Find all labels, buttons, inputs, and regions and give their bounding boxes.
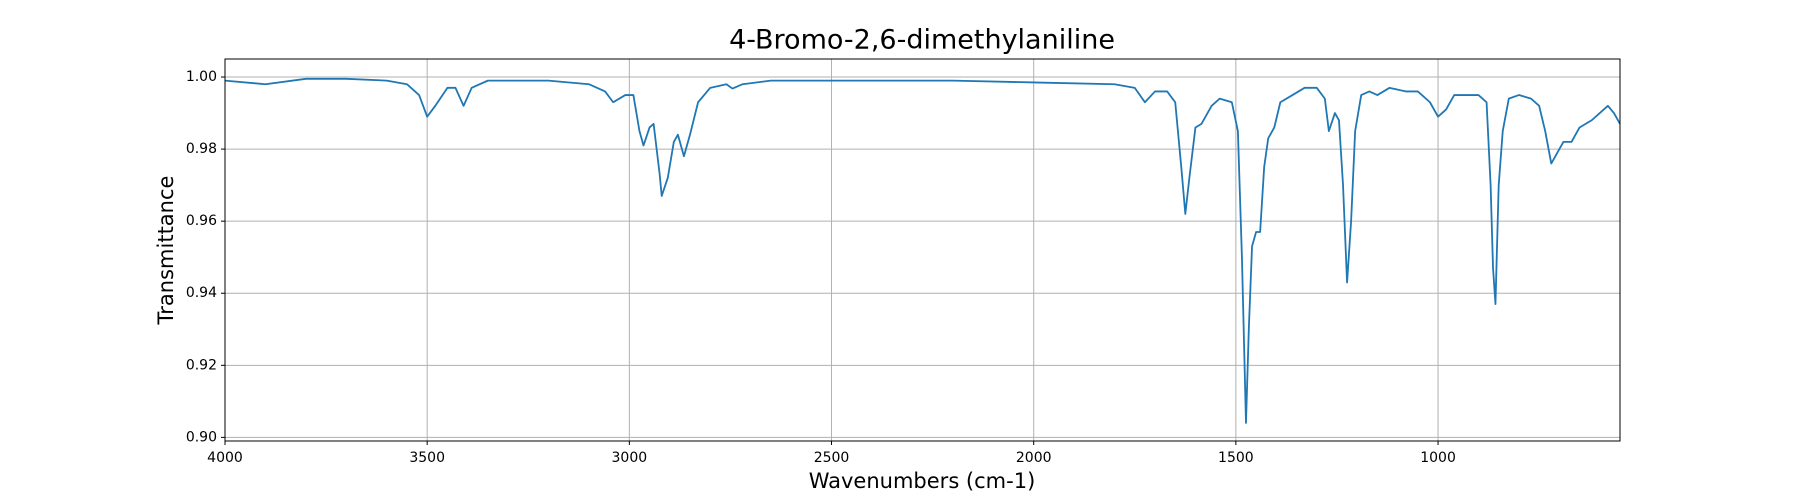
x-tick-label: 1500: [1218, 450, 1254, 466]
y-axis-label: Transmittance: [154, 176, 178, 326]
y-tick-label: 0.90: [186, 429, 217, 445]
x-tick-label: 1000: [1420, 450, 1456, 466]
y-tick-label: 1.00: [186, 69, 217, 85]
x-tick-label: 4000: [207, 450, 243, 466]
x-tick-label: 2500: [814, 450, 850, 466]
y-tick-label: 0.92: [186, 357, 217, 373]
chart-title: 4-Bromo-2,6-dimethylaniline: [729, 25, 1115, 56]
y-tick-label: 0.96: [186, 213, 217, 229]
x-tick-label: 2000: [1016, 450, 1052, 466]
plot-frame: [224, 58, 1621, 442]
y-tick-label: 0.94: [186, 285, 217, 301]
x-tick-label: 3500: [409, 450, 445, 466]
x-tick-label: 3000: [612, 450, 648, 466]
x-axis-label: Wavenumbers (cm-1): [809, 469, 1036, 493]
spectrum-line: [224, 77, 1621, 424]
y-tick-label: 0.98: [186, 141, 217, 157]
